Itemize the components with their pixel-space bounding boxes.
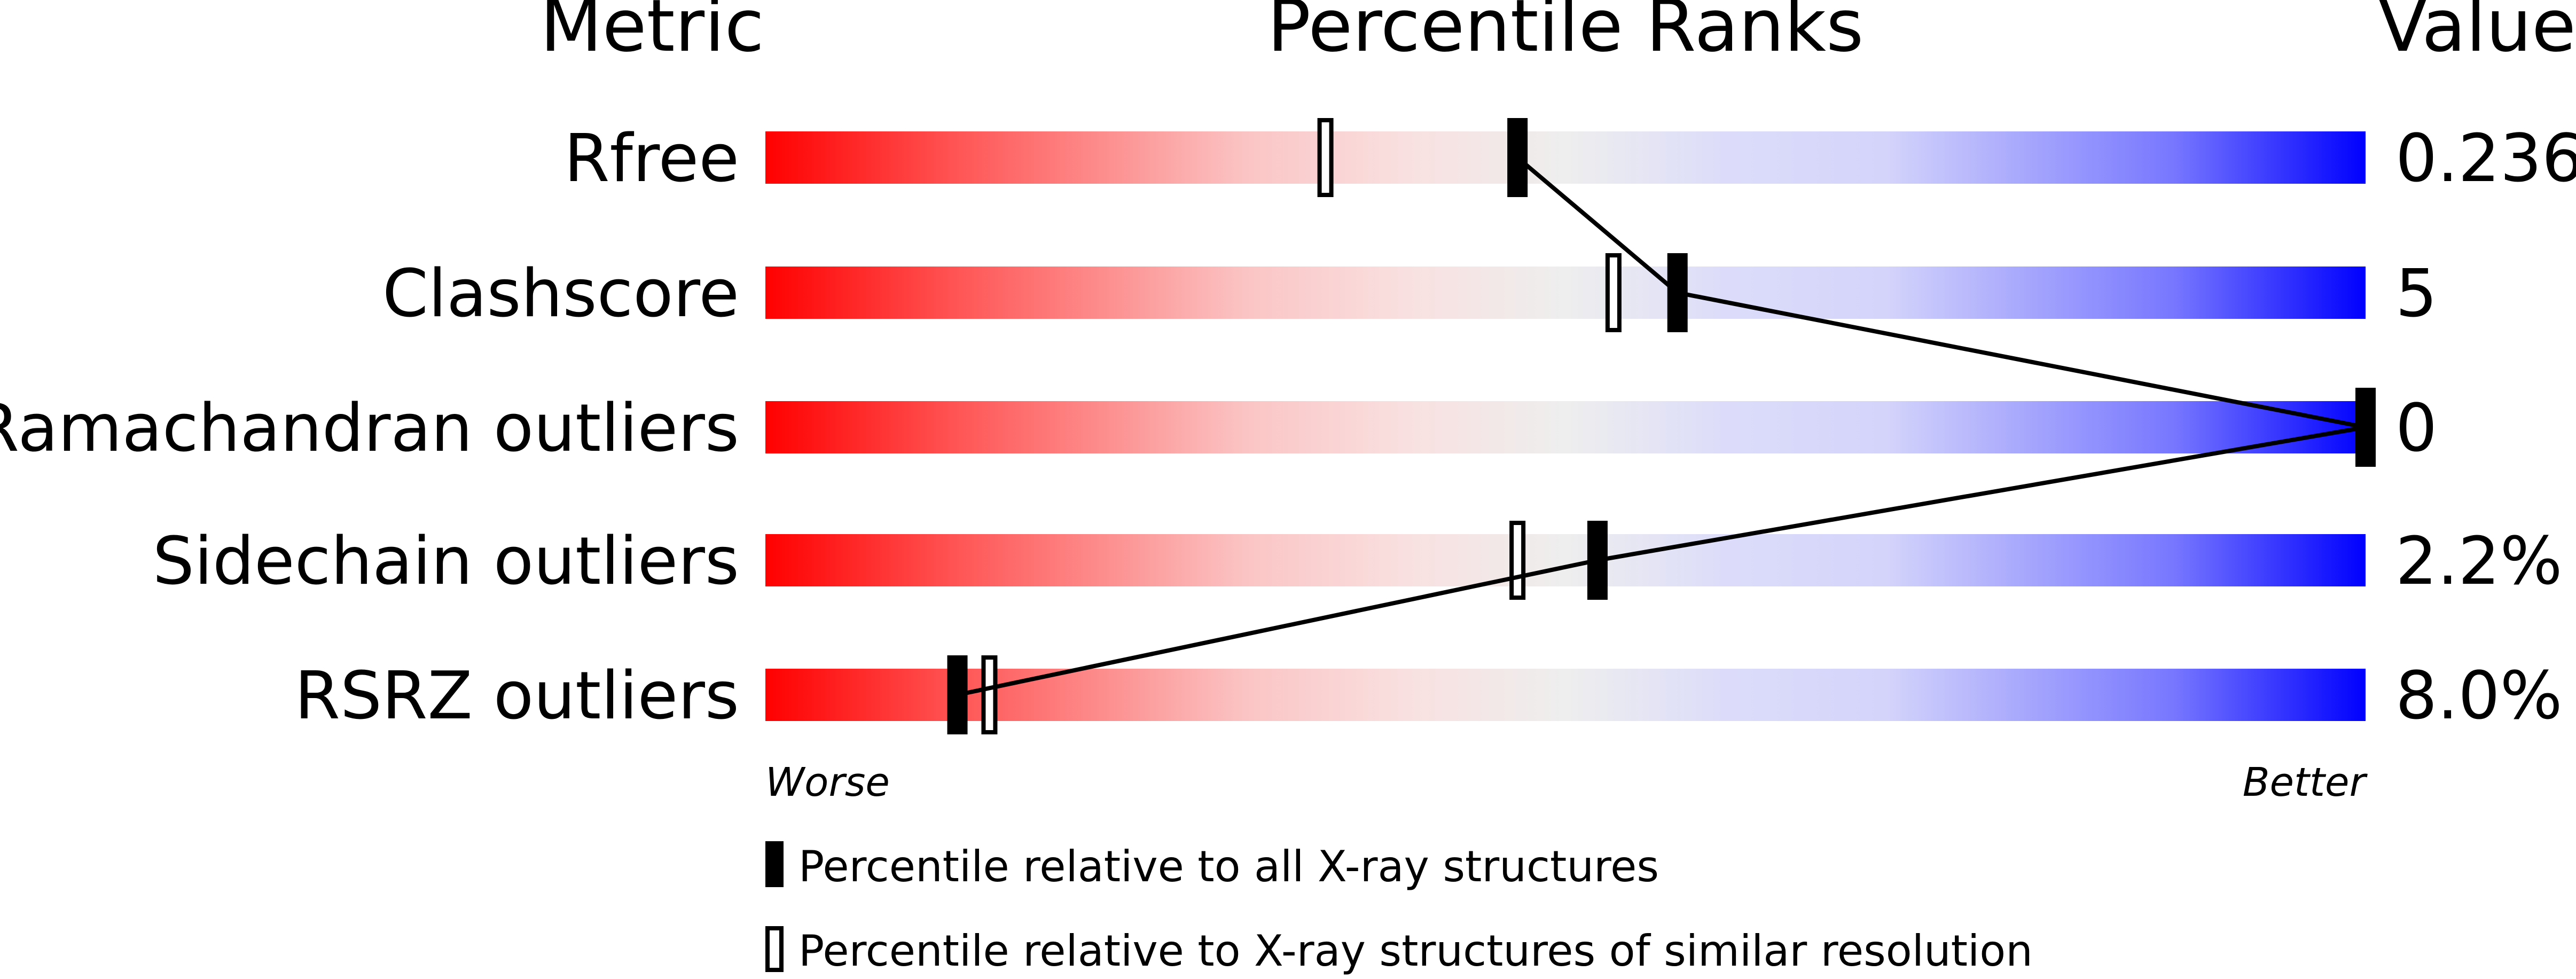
legend-label-all: Percentile relative to all X-ray structu… xyxy=(798,842,1659,891)
axis-label-better: Better xyxy=(2243,759,2368,805)
marker-similar-resolution xyxy=(1509,521,1526,600)
metric-value: 2.2% xyxy=(2395,523,2563,600)
legend-marker-similar xyxy=(765,926,784,972)
metric-value: 5 xyxy=(2395,256,2437,332)
legend-marker-all xyxy=(765,841,784,887)
axis-label-worse: Worse xyxy=(765,759,890,805)
metric-value: 0 xyxy=(2395,390,2437,467)
marker-similar-resolution xyxy=(1317,118,1334,197)
header-value: Value xyxy=(2378,0,2576,68)
connector-line xyxy=(957,558,1598,697)
percentile-bar xyxy=(765,131,2366,184)
metric-value: 8.0% xyxy=(2395,658,2563,734)
metric-label: Clashscore xyxy=(382,256,739,332)
percentile-bar xyxy=(765,401,2366,453)
connector-line xyxy=(1597,425,2366,562)
metric-label: Sidechain outliers xyxy=(153,523,739,600)
marker-similar-resolution xyxy=(1605,253,1622,332)
percentile-bar xyxy=(765,534,2366,586)
percentile-bar xyxy=(765,267,2366,319)
connector-line xyxy=(1677,291,2366,429)
metric-label: Ramachandran outliers xyxy=(0,390,739,467)
header-percentile-ranks: Percentile Ranks xyxy=(1267,0,1864,68)
metric-value: 0.236 xyxy=(2395,121,2576,197)
metric-label: RSRZ outliers xyxy=(295,658,739,734)
connector-line xyxy=(1516,155,1679,295)
header-metric: Metric xyxy=(540,0,764,68)
marker-similar-resolution xyxy=(981,655,998,734)
percentile-bar xyxy=(765,669,2366,721)
metric-label: Rfree xyxy=(564,121,739,197)
legend-label-similar: Percentile relative to X-ray structures … xyxy=(798,926,2033,976)
